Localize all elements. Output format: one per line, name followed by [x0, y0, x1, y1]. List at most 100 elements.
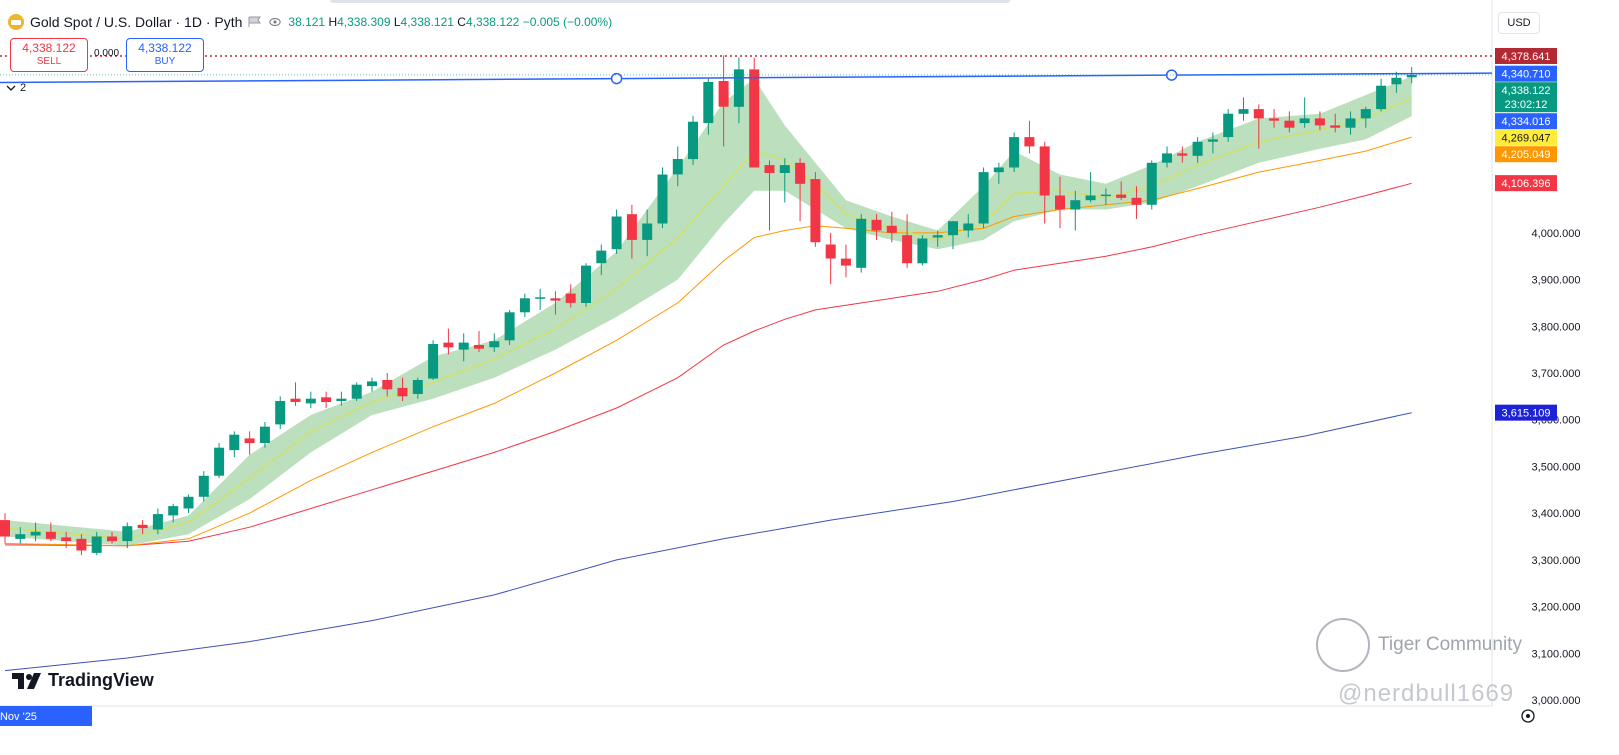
- candle-body[interactable]: [840, 258, 851, 266]
- candle-body[interactable]: [779, 165, 790, 173]
- candle-body[interactable]: [1162, 153, 1172, 163]
- candle-body[interactable]: [565, 293, 576, 303]
- candle-body[interactable]: [1024, 137, 1035, 147]
- candle-body[interactable]: [91, 536, 102, 553]
- candle-body[interactable]: [397, 387, 408, 397]
- candle-body[interactable]: [733, 69, 744, 107]
- eye-icon[interactable]: [268, 16, 282, 28]
- candle-body[interactable]: [1238, 109, 1249, 114]
- candle-body[interactable]: [229, 434, 240, 451]
- candle-body[interactable]: [718, 81, 729, 107]
- candle-body[interactable]: [259, 426, 270, 443]
- buy-button[interactable]: 4,338.122 BUY: [126, 38, 204, 72]
- candle-body[interactable]: [810, 179, 821, 243]
- candle-body[interactable]: [1299, 118, 1310, 124]
- candle-body[interactable]: [168, 506, 179, 516]
- indicators-toggle[interactable]: 2: [6, 80, 26, 95]
- candle-body[interactable]: [428, 344, 439, 379]
- candle-body[interactable]: [1055, 195, 1065, 210]
- candle-body[interactable]: [107, 536, 117, 542]
- candle-body[interactable]: [1284, 120, 1295, 128]
- flag-icon[interactable]: [248, 16, 262, 28]
- candle-body[interactable]: [458, 342, 469, 350]
- candle-body[interactable]: [30, 531, 41, 536]
- candle-body[interactable]: [519, 298, 530, 313]
- trendline-handle[interactable]: [610, 72, 623, 85]
- candle-body[interactable]: [1116, 194, 1127, 198]
- candle-body[interactable]: [76, 538, 87, 551]
- candle-body[interactable]: [1360, 109, 1371, 119]
- candle-body[interactable]: [305, 398, 316, 404]
- candle-body[interactable]: [932, 235, 943, 238]
- candle-body[interactable]: [657, 174, 668, 224]
- candle-body[interactable]: [198, 475, 209, 497]
- candle-body[interactable]: [1177, 153, 1188, 156]
- candle-body[interactable]: [61, 537, 72, 542]
- candle-body[interactable]: [795, 162, 806, 184]
- candle-body[interactable]: [764, 165, 775, 173]
- candle-body[interactable]: [290, 398, 301, 402]
- candle-body[interactable]: [1085, 195, 1096, 201]
- candle-body[interactable]: [412, 380, 423, 394]
- candle-body[interactable]: [1100, 194, 1111, 197]
- symbol-title[interactable]: Gold Spot / U.S. Dollar · 1D · Pyth: [30, 14, 243, 30]
- candle-body[interactable]: [703, 82, 714, 124]
- candle-body[interactable]: [489, 341, 500, 348]
- candle-body[interactable]: [321, 397, 332, 402]
- candle-body[interactable]: [122, 526, 133, 542]
- candle-body[interactable]: [351, 384, 362, 399]
- candle-body[interactable]: [15, 534, 26, 539]
- candle-body[interactable]: [871, 219, 882, 231]
- candle-body[interactable]: [45, 531, 56, 539]
- candle-body[interactable]: [504, 312, 515, 341]
- candle-body[interactable]: [1269, 118, 1280, 121]
- candle-body[interactable]: [688, 121, 698, 160]
- candle-body[interactable]: [1406, 75, 1417, 78]
- candle-body[interactable]: [1039, 146, 1050, 196]
- candle-body[interactable]: [611, 216, 622, 250]
- candle-body[interactable]: [1376, 85, 1387, 110]
- candle-body[interactable]: [1070, 200, 1081, 210]
- candle-body[interactable]: [183, 496, 194, 509]
- candle-body[interactable]: [152, 514, 163, 530]
- candle-body[interactable]: [825, 244, 836, 259]
- candle-body[interactable]: [1223, 113, 1234, 138]
- candle-body[interactable]: [443, 342, 454, 348]
- candle-body[interactable]: [1131, 197, 1142, 205]
- candle-body[interactable]: [336, 398, 347, 401]
- candle-body[interactable]: [1345, 118, 1356, 128]
- candle-body[interactable]: [1330, 125, 1341, 128]
- candle-body[interactable]: [1192, 141, 1203, 156]
- candle-body[interactable]: [137, 524, 148, 529]
- candle-body[interactable]: [672, 159, 683, 175]
- settings-gear-icon[interactable]: [1521, 709, 1535, 723]
- sell-button[interactable]: 4,338.122 SELL: [10, 38, 88, 72]
- candle-body[interactable]: [244, 438, 255, 444]
- currency-selector[interactable]: USD: [1498, 12, 1540, 34]
- trendline-line[interactable]: [0, 72, 1493, 84]
- candle-body[interactable]: [1009, 137, 1020, 168]
- candle-body[interactable]: [1253, 109, 1264, 119]
- candle-body[interactable]: [474, 345, 484, 349]
- candle-body[interactable]: [978, 172, 989, 224]
- candle-body[interactable]: [0, 520, 10, 537]
- candle-body[interactable]: [749, 69, 760, 168]
- candle-body[interactable]: [1146, 162, 1157, 205]
- candle-body[interactable]: [993, 167, 1004, 173]
- candle-body[interactable]: [886, 225, 897, 233]
- candle-body[interactable]: [642, 223, 653, 240]
- tradingview-logo[interactable]: TradingView: [12, 670, 154, 691]
- candle-body[interactable]: [1314, 118, 1325, 126]
- candle-body[interactable]: [581, 265, 591, 303]
- candle-body[interactable]: [1391, 77, 1402, 85]
- candle-body[interactable]: [917, 238, 928, 264]
- candle-body[interactable]: [214, 447, 225, 476]
- candle-body[interactable]: [948, 221, 958, 236]
- candle-body[interactable]: [902, 235, 913, 264]
- candle-body[interactable]: [367, 381, 377, 387]
- candle-body[interactable]: [382, 380, 393, 390]
- candle-body[interactable]: [626, 214, 637, 240]
- candle-body[interactable]: [535, 297, 546, 299]
- candle-body[interactable]: [596, 250, 607, 264]
